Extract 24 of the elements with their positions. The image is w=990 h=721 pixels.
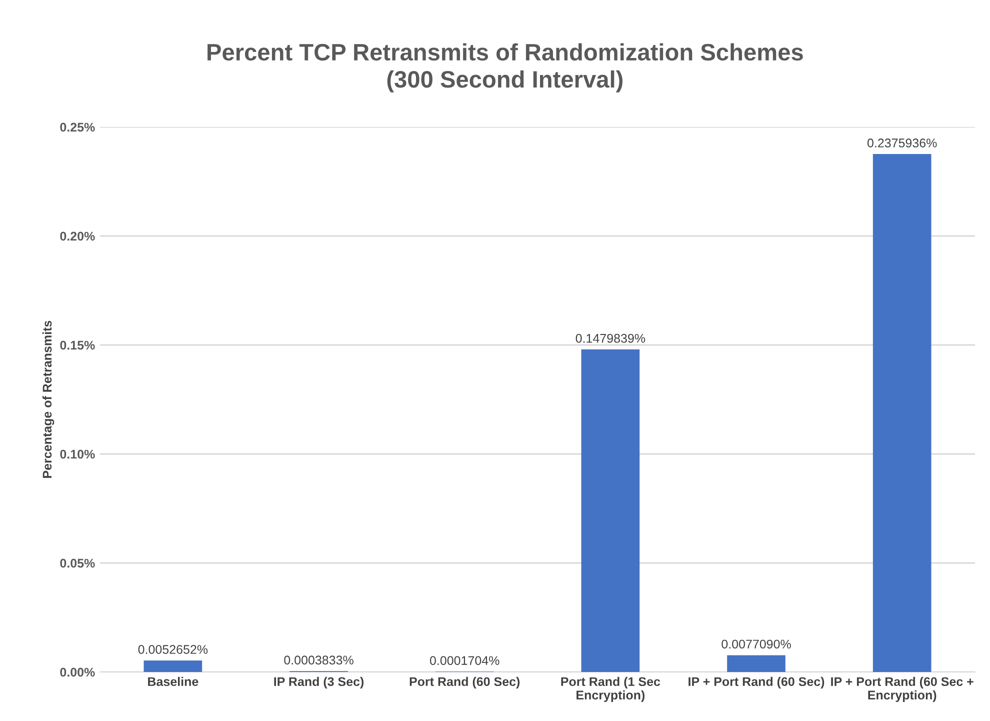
bar bbox=[144, 660, 202, 672]
bar bbox=[581, 349, 640, 672]
y-axis-title: Percentage of Retransmits bbox=[42, 320, 54, 478]
x-tick-label: IP + Port Rand (60 Sec + Encryption) bbox=[831, 676, 974, 702]
data-label: 0.2375936% bbox=[867, 138, 937, 148]
y-tick-label: 0.15% bbox=[60, 340, 95, 350]
data-label: 0.1479839% bbox=[576, 334, 646, 343]
x-tick-label: Port Rand (1 Sec Encryption) bbox=[561, 676, 660, 702]
bar bbox=[727, 655, 786, 672]
x-tick-label: Port Rand (60 Sec) bbox=[410, 676, 520, 689]
x-tick-label: IP + Port Rand (60 Sec) bbox=[688, 676, 824, 689]
bar bbox=[872, 154, 932, 672]
chart-title: Percent TCP Retransmits of Randomization Schemes (300 Second Interval) bbox=[208, 43, 803, 92]
data-label: 0.0052652% bbox=[138, 645, 208, 654]
y-tick-label: 0.10% bbox=[60, 450, 95, 459]
data-label: 0.0003833% bbox=[284, 656, 354, 665]
x-tick-label: Baseline bbox=[148, 676, 198, 686]
data-label: 0.0077090% bbox=[722, 640, 791, 649]
x-tick-label: IP Rand (3 Sec) bbox=[274, 676, 364, 689]
y-tick-label: 0.25% bbox=[60, 122, 95, 132]
y-tick-label: 0.20% bbox=[60, 232, 95, 241]
data-label: 0.0001704% bbox=[430, 656, 500, 665]
y-tick-label: 0.05% bbox=[60, 558, 95, 568]
y-tick-label: 0.00% bbox=[60, 668, 95, 677]
